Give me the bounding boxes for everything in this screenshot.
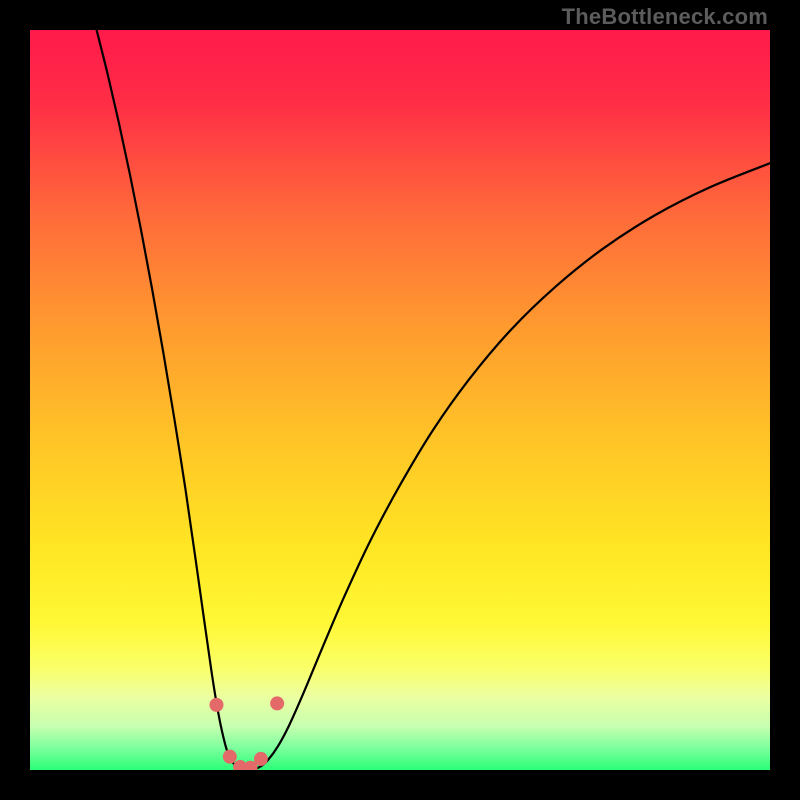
chart-frame: TheBottleneck.com	[0, 0, 800, 800]
curve-marker	[270, 696, 284, 710]
bottleneck-curve-left	[97, 30, 246, 770]
bottom-markers	[209, 696, 284, 770]
curve-marker	[254, 752, 268, 766]
curve-marker	[223, 750, 237, 764]
curve-layer	[30, 30, 770, 770]
plot-area	[30, 30, 770, 770]
curve-marker	[209, 698, 223, 712]
bottleneck-curve-right	[246, 163, 770, 770]
watermark-text: TheBottleneck.com	[562, 4, 768, 30]
